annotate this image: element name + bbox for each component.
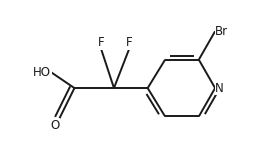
Text: N: N	[215, 82, 224, 95]
Text: HO: HO	[33, 66, 51, 79]
Text: O: O	[50, 119, 59, 132]
Text: F: F	[98, 36, 104, 49]
Text: F: F	[126, 36, 132, 49]
Text: Br: Br	[215, 25, 228, 38]
